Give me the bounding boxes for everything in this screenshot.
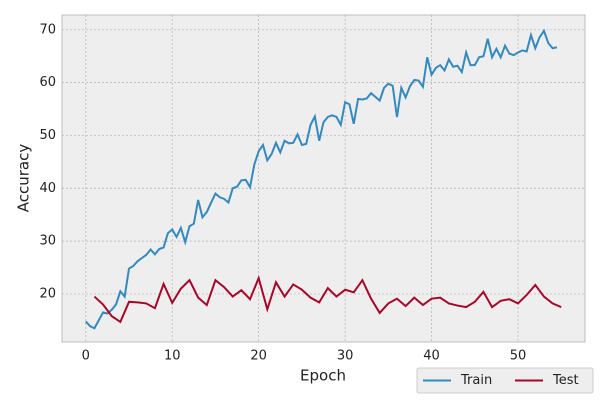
line-series (93, 274, 562, 324)
y-tick-label: 20 (39, 286, 56, 301)
x-tick-label: 10 (164, 349, 181, 364)
y-tick-label: 60 (39, 75, 56, 90)
y-axis-label: Accuracy (15, 144, 33, 213)
legend-label: Test (552, 373, 579, 388)
legend-label: Train (460, 373, 492, 388)
y-tick-label: 70 (39, 22, 56, 37)
y-tick-label: 50 (39, 128, 56, 143)
x-axis-label: Epoch (300, 367, 346, 385)
y-tick-label: 40 (39, 181, 56, 196)
x-tick-label: 40 (423, 349, 440, 364)
plot-area (61, 14, 586, 343)
x-tick-label: 50 (510, 349, 527, 364)
x-tick-label: 30 (337, 349, 354, 364)
legend-box (416, 367, 594, 394)
y-tick-label: 30 (39, 234, 56, 249)
x-tick-label: 0 (82, 349, 90, 364)
line-series (85, 28, 558, 330)
x-tick-label: 20 (250, 349, 267, 364)
